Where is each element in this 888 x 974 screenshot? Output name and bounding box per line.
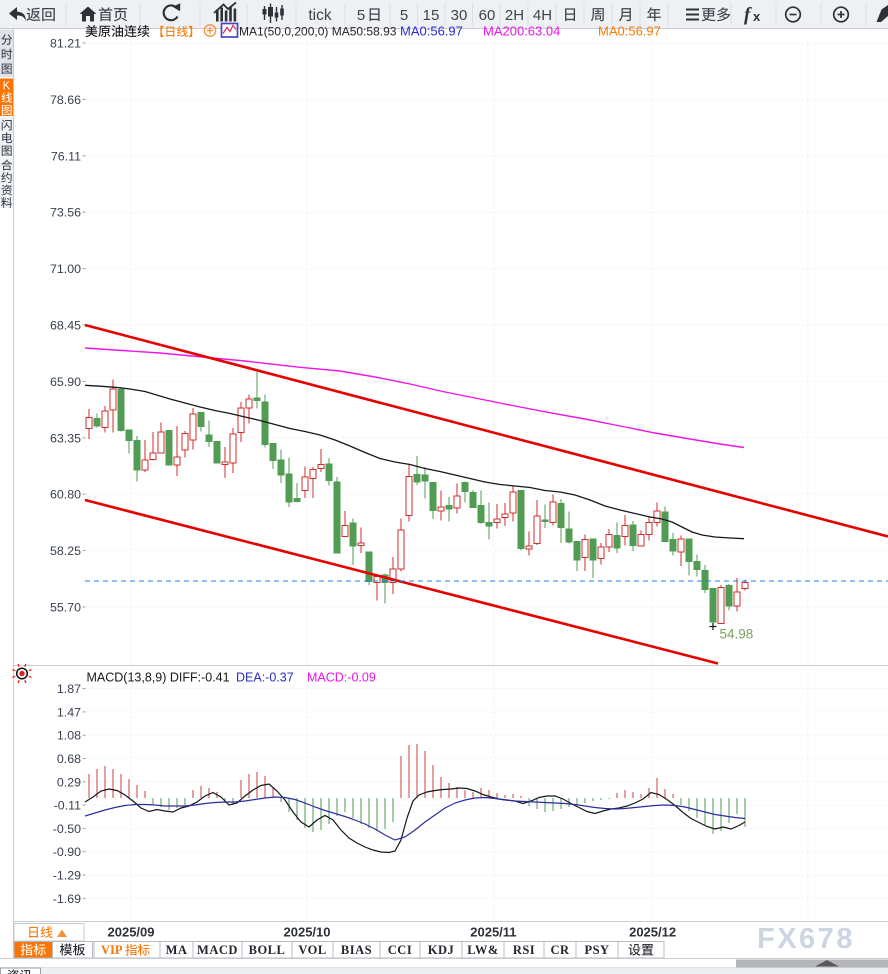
svg-text:VIP: VIP (101, 943, 123, 957)
svg-text:5: 5 (357, 7, 365, 24)
svg-text:58.25: 58.25 (50, 544, 81, 558)
svg-text:RSI: RSI (513, 943, 535, 957)
svg-text:MA: MA (166, 943, 188, 957)
svg-text:71.00: 71.00 (50, 262, 81, 276)
svg-text:MA0:56.97: MA0:56.97 (400, 24, 463, 39)
svg-text:15: 15 (423, 7, 440, 24)
svg-text:MACD(13,8,9) DIFF:-0.41: MACD(13,8,9) DIFF:-0.41 (87, 671, 230, 685)
svg-text:60: 60 (479, 7, 496, 24)
svg-text:76.11: 76.11 (51, 149, 81, 163)
svg-text:tick: tick (308, 7, 332, 24)
svg-text:63.35: 63.35 (50, 431, 81, 445)
svg-text:-1.69: -1.69 (53, 892, 81, 906)
svg-text:VOL: VOL (298, 943, 326, 957)
svg-text:LW&: LW& (467, 943, 499, 957)
svg-text:PSY: PSY (584, 943, 609, 957)
svg-text:CCI: CCI (388, 943, 412, 957)
svg-text:1.47: 1.47 (57, 705, 81, 719)
svg-text:-1.29: -1.29 (53, 869, 81, 883)
svg-text:73.56: 73.56 (50, 206, 81, 220)
svg-text:2H: 2H (505, 7, 524, 24)
svg-text:2025/11: 2025/11 (470, 925, 516, 940)
svg-text:BIAS: BIAS (341, 943, 372, 957)
svg-text:K: K (3, 81, 11, 93)
svg-text:DEA:-0.37: DEA:-0.37 (236, 671, 294, 685)
svg-text:55.70: 55.70 (50, 601, 81, 615)
svg-text:MA0:56.97: MA0:56.97 (598, 24, 661, 39)
svg-text:30: 30 (451, 7, 468, 24)
svg-text:2025/10: 2025/10 (284, 925, 331, 940)
svg-text:2025/12: 2025/12 (629, 925, 676, 940)
svg-text:MACD: MACD (197, 943, 238, 957)
svg-text:BOLL: BOLL (249, 943, 286, 957)
svg-text:60.80: 60.80 (50, 488, 81, 502)
svg-text:CR: CR (550, 943, 570, 957)
svg-text:-0.50: -0.50 (53, 822, 81, 836)
svg-text:MA200:63.04: MA200:63.04 (483, 24, 560, 39)
svg-text:4H: 4H (533, 7, 552, 24)
svg-text:MACD:-0.09: MACD:-0.09 (307, 671, 376, 685)
svg-text:0.68: 0.68 (57, 752, 81, 766)
svg-text:0.29: 0.29 (57, 775, 81, 789)
svg-text:1.87: 1.87 (57, 682, 81, 696)
svg-text:65.90: 65.90 (50, 375, 81, 389)
svg-text:81.21: 81.21 (50, 37, 81, 51)
svg-text:-0.90: -0.90 (53, 845, 81, 859)
svg-text:54.98: 54.98 (720, 627, 754, 642)
svg-text:68.45: 68.45 (50, 319, 81, 333)
svg-text:KDJ: KDJ (428, 943, 455, 957)
svg-text:78.66: 78.66 (50, 93, 81, 107)
svg-text:MA1(50,0,200,0) MA50:58.93: MA1(50,0,200,0) MA50:58.93 (239, 25, 397, 39)
svg-text:f: f (744, 5, 752, 26)
svg-text:2025/09: 2025/09 (108, 925, 155, 940)
svg-text:5: 5 (400, 7, 408, 24)
svg-text:1.08: 1.08 (57, 729, 81, 743)
svg-text:FX678: FX678 (757, 923, 855, 955)
svg-text:-0.11: -0.11 (54, 799, 81, 813)
svg-text:x: x (753, 9, 761, 24)
